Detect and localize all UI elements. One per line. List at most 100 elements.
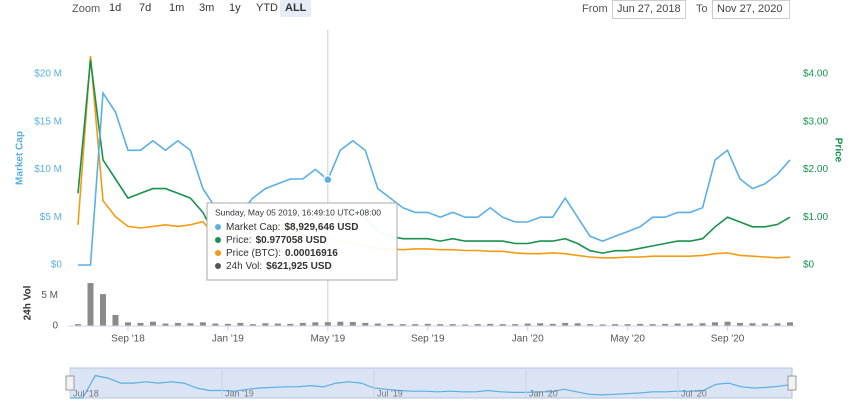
y-tick-label: 5 M (41, 290, 58, 301)
tooltip-label: 24h Vol: (226, 261, 262, 272)
series-line (77, 59, 791, 254)
tooltip-value: $0.977058 USD (256, 235, 327, 246)
volume-bar (662, 323, 669, 326)
navigator-handle[interactable] (65, 375, 75, 391)
volume-bar (199, 322, 206, 326)
volume-bar (187, 323, 194, 326)
zoom-button[interactable]: 1d (109, 2, 122, 14)
volume-bar (487, 323, 494, 326)
volume-bar (499, 324, 506, 326)
volume-bar (699, 323, 706, 326)
volume-bar (537, 323, 544, 326)
to-label: To (696, 3, 708, 15)
volume-bar (474, 324, 481, 326)
tooltip-value: $8,929,646 USD (284, 222, 358, 233)
volume-bar (599, 324, 606, 326)
volume-bar (774, 323, 781, 326)
tooltip-label: Market Cap: (226, 222, 280, 233)
y-tick-label: $20 M (34, 69, 62, 80)
volume-bar (637, 323, 644, 326)
volume-bar (749, 323, 756, 326)
y-tick-label: $5 M (40, 212, 62, 223)
volume-bar (149, 321, 156, 326)
tooltip: Sunday, May 05 2019, 16:49:10 UTC+08:00 M… (206, 202, 398, 281)
volume-bar (562, 322, 569, 326)
volume-bar (424, 323, 431, 326)
navigator-line (70, 374, 793, 399)
navigator-label: Jul '18 (73, 388, 99, 398)
zoom-button[interactable]: 1m (169, 2, 185, 14)
volume-bar (399, 324, 406, 326)
volume-bar (274, 323, 281, 326)
y-tick-label: $15 M (34, 116, 62, 127)
volume-bar (224, 323, 231, 326)
volume-bar (124, 322, 131, 326)
volume-bar (437, 324, 444, 326)
navigator-label: Jul '20 (681, 388, 707, 398)
y2-tick-label: $1.00 (803, 212, 828, 223)
y-axis-title: Market Cap (15, 131, 26, 185)
y2-tick-label: $4.00 (803, 69, 828, 80)
volume-bar (624, 324, 631, 326)
volume-bar (174, 322, 181, 326)
volume-axis-title: 24h Vol (23, 285, 34, 320)
series-line (78, 90, 791, 266)
navigator-handle[interactable] (787, 375, 797, 391)
toolbar: Zoom From Jun 27, 2018 To Nov 27, 2020 1… (0, 0, 850, 22)
volume-bar (674, 323, 681, 326)
tooltip-value: $621,925 USD (266, 261, 332, 272)
from-label: From (582, 3, 608, 15)
to-input[interactable]: Nov 27, 2020 (712, 0, 790, 19)
y-tick-label: 0 (52, 321, 58, 332)
hover-point (323, 174, 333, 185)
tooltip-label: Price: (226, 235, 252, 246)
volume-bar (587, 324, 594, 326)
zoom-button[interactable]: YTD (256, 2, 278, 14)
volume-bar (99, 294, 106, 326)
tooltip-value: 0.00016916 (285, 248, 338, 259)
volume-bar (387, 323, 394, 326)
volume-bar (762, 323, 769, 326)
navigator-bg (69, 367, 793, 399)
volume-bar (337, 321, 344, 326)
zoom-button[interactable]: 7d (139, 2, 152, 14)
volume-bar (212, 323, 219, 326)
volume-bar (449, 324, 456, 326)
volume-bar (374, 323, 381, 326)
y2-tick-label: $3.00 (803, 116, 828, 127)
zoom-button[interactable]: ALL (280, 0, 312, 17)
volume-bar (87, 283, 94, 326)
x-tick-label: Jan '19 (212, 334, 244, 345)
volume-bar (299, 322, 306, 326)
volume-bar (549, 323, 556, 326)
x-tick-label: May '20 (610, 334, 645, 345)
x-tick-label: May '19 (310, 334, 345, 345)
volume-bar (512, 324, 519, 326)
zoom-button[interactable]: 3m (199, 2, 215, 14)
volume-bar (312, 322, 319, 326)
tooltip-row: Market Cap: $8,929,646 USD (226, 222, 358, 233)
tooltip-bullet (215, 263, 221, 269)
zoom-button[interactable]: 1y (229, 2, 241, 14)
from-input[interactable]: Jun 27, 2018 (612, 0, 686, 19)
volume-bar (349, 322, 356, 326)
volume-bar (787, 322, 793, 326)
tooltip-row: Price (BTC): 0.00016916 (226, 248, 338, 259)
volume-bar (649, 324, 656, 326)
volume-bar (712, 322, 719, 326)
y2-axis-title: Price (832, 138, 843, 163)
tooltip-bullet (215, 224, 221, 230)
volume-bar (524, 323, 531, 326)
tooltip-date: Sunday, May 05 2019, 16:49:10 UTC+08:00 (215, 207, 381, 217)
zoom-label: Zoom (72, 3, 101, 15)
volume-bar (574, 323, 581, 326)
volume-bar (249, 324, 256, 326)
volume-bar (724, 321, 731, 326)
y-tick-label: $10 M (34, 164, 62, 175)
volume-bar (162, 323, 169, 326)
volume-bar (412, 324, 419, 326)
x-tick-label: Sep '18 (111, 334, 145, 345)
tooltip-row: Price: $0.977058 USD (226, 235, 327, 246)
